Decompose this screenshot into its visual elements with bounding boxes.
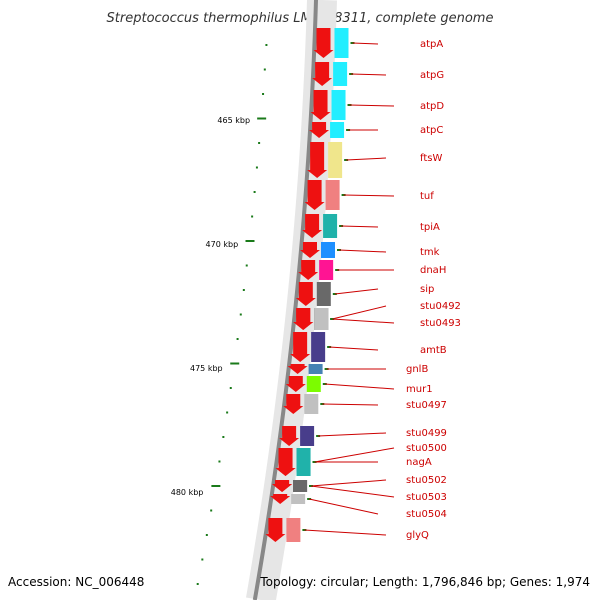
map-layer: 465 kbp 470 kbp 475 kbp 480 kbp atpA atpG atpD… xyxy=(171,0,461,600)
gene-leader-line xyxy=(309,498,379,515)
gene-label-atpD: atpD xyxy=(420,101,444,112)
gene-leader-line xyxy=(352,42,379,45)
gene-leader-line xyxy=(322,403,379,406)
cds-arrow-amtB xyxy=(290,332,311,362)
gene-block-tpiA xyxy=(323,214,338,238)
gene-block-atpG xyxy=(333,62,348,86)
gene-label-tmk: tmk xyxy=(420,247,440,258)
gene-block-atpD xyxy=(331,90,346,120)
cds-arrow-stu0493 xyxy=(293,308,314,330)
gene-leader-line xyxy=(314,447,395,463)
gene-label-dnaH: dnaH xyxy=(420,265,446,276)
cds-arrow-glyQ xyxy=(265,518,286,542)
gene-label-atpA: atpA xyxy=(420,39,443,50)
cds-arrow-gnlB xyxy=(287,364,308,374)
gene-leader-line xyxy=(334,288,379,295)
accession-label: Accession: NC_006448 xyxy=(8,575,144,589)
backbone-line xyxy=(252,0,318,600)
kbp-label: 465 kbp xyxy=(217,116,250,125)
gene-label-atpG: atpG xyxy=(420,70,444,81)
cds-arrow-tmk xyxy=(300,242,320,258)
cds-arrow-mur1 xyxy=(285,376,306,392)
cds-arrow-tpiA xyxy=(302,214,323,238)
gene-block-stu0504 xyxy=(291,494,306,504)
gene-leader-line xyxy=(318,432,387,437)
gene-block-atpC xyxy=(330,122,345,138)
gene-block-gnlB xyxy=(308,364,323,374)
cds-arrow-sip xyxy=(295,282,316,306)
gene-leader-line xyxy=(338,249,387,253)
gene-leader-line xyxy=(332,305,387,320)
gene-leader-line xyxy=(349,104,395,107)
gene-block-amtB xyxy=(311,332,326,362)
cds-arrow-nagA xyxy=(275,448,296,476)
gene-block-atpA xyxy=(334,28,349,58)
cds-arrow-tuf xyxy=(304,180,325,210)
gene-label-gnlB: gnlB xyxy=(406,364,428,375)
gene-label-stu0503: stu0503 xyxy=(406,492,447,503)
cds-arrow-atpC xyxy=(309,122,330,138)
gene-block-ftsW xyxy=(328,142,343,178)
kbp-label: 470 kbp xyxy=(206,240,239,249)
cds-arrow-stu0504 xyxy=(270,494,291,504)
gene-block-nagA xyxy=(296,448,311,476)
gene-label-atpC: atpC xyxy=(420,125,443,136)
cds-arrow-stu0503 xyxy=(272,480,293,492)
gene-block-glyQ xyxy=(286,518,301,542)
gene-block-stu0497 xyxy=(304,394,319,414)
gene-leader-line xyxy=(311,479,387,487)
gene-label-stu0497: stu0497 xyxy=(406,400,447,411)
gene-block-mur1 xyxy=(306,376,321,392)
gene-label-sip: sip xyxy=(420,284,434,295)
gene-leader-line xyxy=(346,157,387,161)
cds-arrow-dnaH xyxy=(298,260,319,280)
cds-arrow-stu0497 xyxy=(283,394,304,414)
kbp-label: 480 kbp xyxy=(171,488,204,497)
gene-block-stu0503 xyxy=(293,480,308,492)
gene-label-amtB: amtB xyxy=(420,345,447,356)
gene-leader-line xyxy=(351,73,387,76)
gene-leader-line xyxy=(324,383,395,390)
gene-leader-line xyxy=(304,529,387,536)
gene-label-stu0504: stu0504 xyxy=(406,509,447,520)
gene-label-stu0499: stu0499 xyxy=(406,428,447,439)
kbp-label: 475 kbp xyxy=(190,364,223,373)
gene-block-tuf xyxy=(325,180,340,210)
gene-label-stu0492: stu0492 xyxy=(420,301,461,312)
gene-label-stu0502: stu0502 xyxy=(406,475,447,486)
gene-leader-line xyxy=(332,318,395,324)
gene-block-stu0499 xyxy=(300,426,315,446)
gene-label-tpiA: tpiA xyxy=(420,222,440,233)
gene-leader-line xyxy=(311,485,395,498)
gene-label-nagA: nagA xyxy=(406,457,432,468)
gene-label-tuf: tuf xyxy=(420,191,434,202)
cds-arrow-stu0499 xyxy=(279,426,300,446)
gene-label-stu0500: stu0500 xyxy=(406,443,447,454)
topology-label: Topology: circular; Length: 1,796,846 bp… xyxy=(259,575,590,589)
gene-block-sip xyxy=(316,282,331,306)
gene-label-glyQ: glyQ xyxy=(406,530,429,541)
gene-leader-line xyxy=(343,194,395,197)
gene-label-ftsW: ftsW xyxy=(420,153,442,164)
cds-arrow-atpG xyxy=(312,62,333,86)
cds-arrow-atpA xyxy=(313,28,334,58)
cds-arrow-ftsW xyxy=(307,142,328,178)
genome-title: Streptococcus thermophilus LMG 18311, co… xyxy=(107,11,494,26)
gene-label-stu0493: stu0493 xyxy=(420,318,461,329)
gene-label-mur1: mur1 xyxy=(406,384,433,395)
gene-block-stu0493 xyxy=(314,308,329,330)
cds-arrow-atpD xyxy=(310,90,331,120)
gene-block-dnaH xyxy=(319,260,334,280)
gene-leader-line xyxy=(341,225,379,228)
gene-leader-line xyxy=(329,346,379,351)
gene-block-tmk xyxy=(321,242,335,258)
